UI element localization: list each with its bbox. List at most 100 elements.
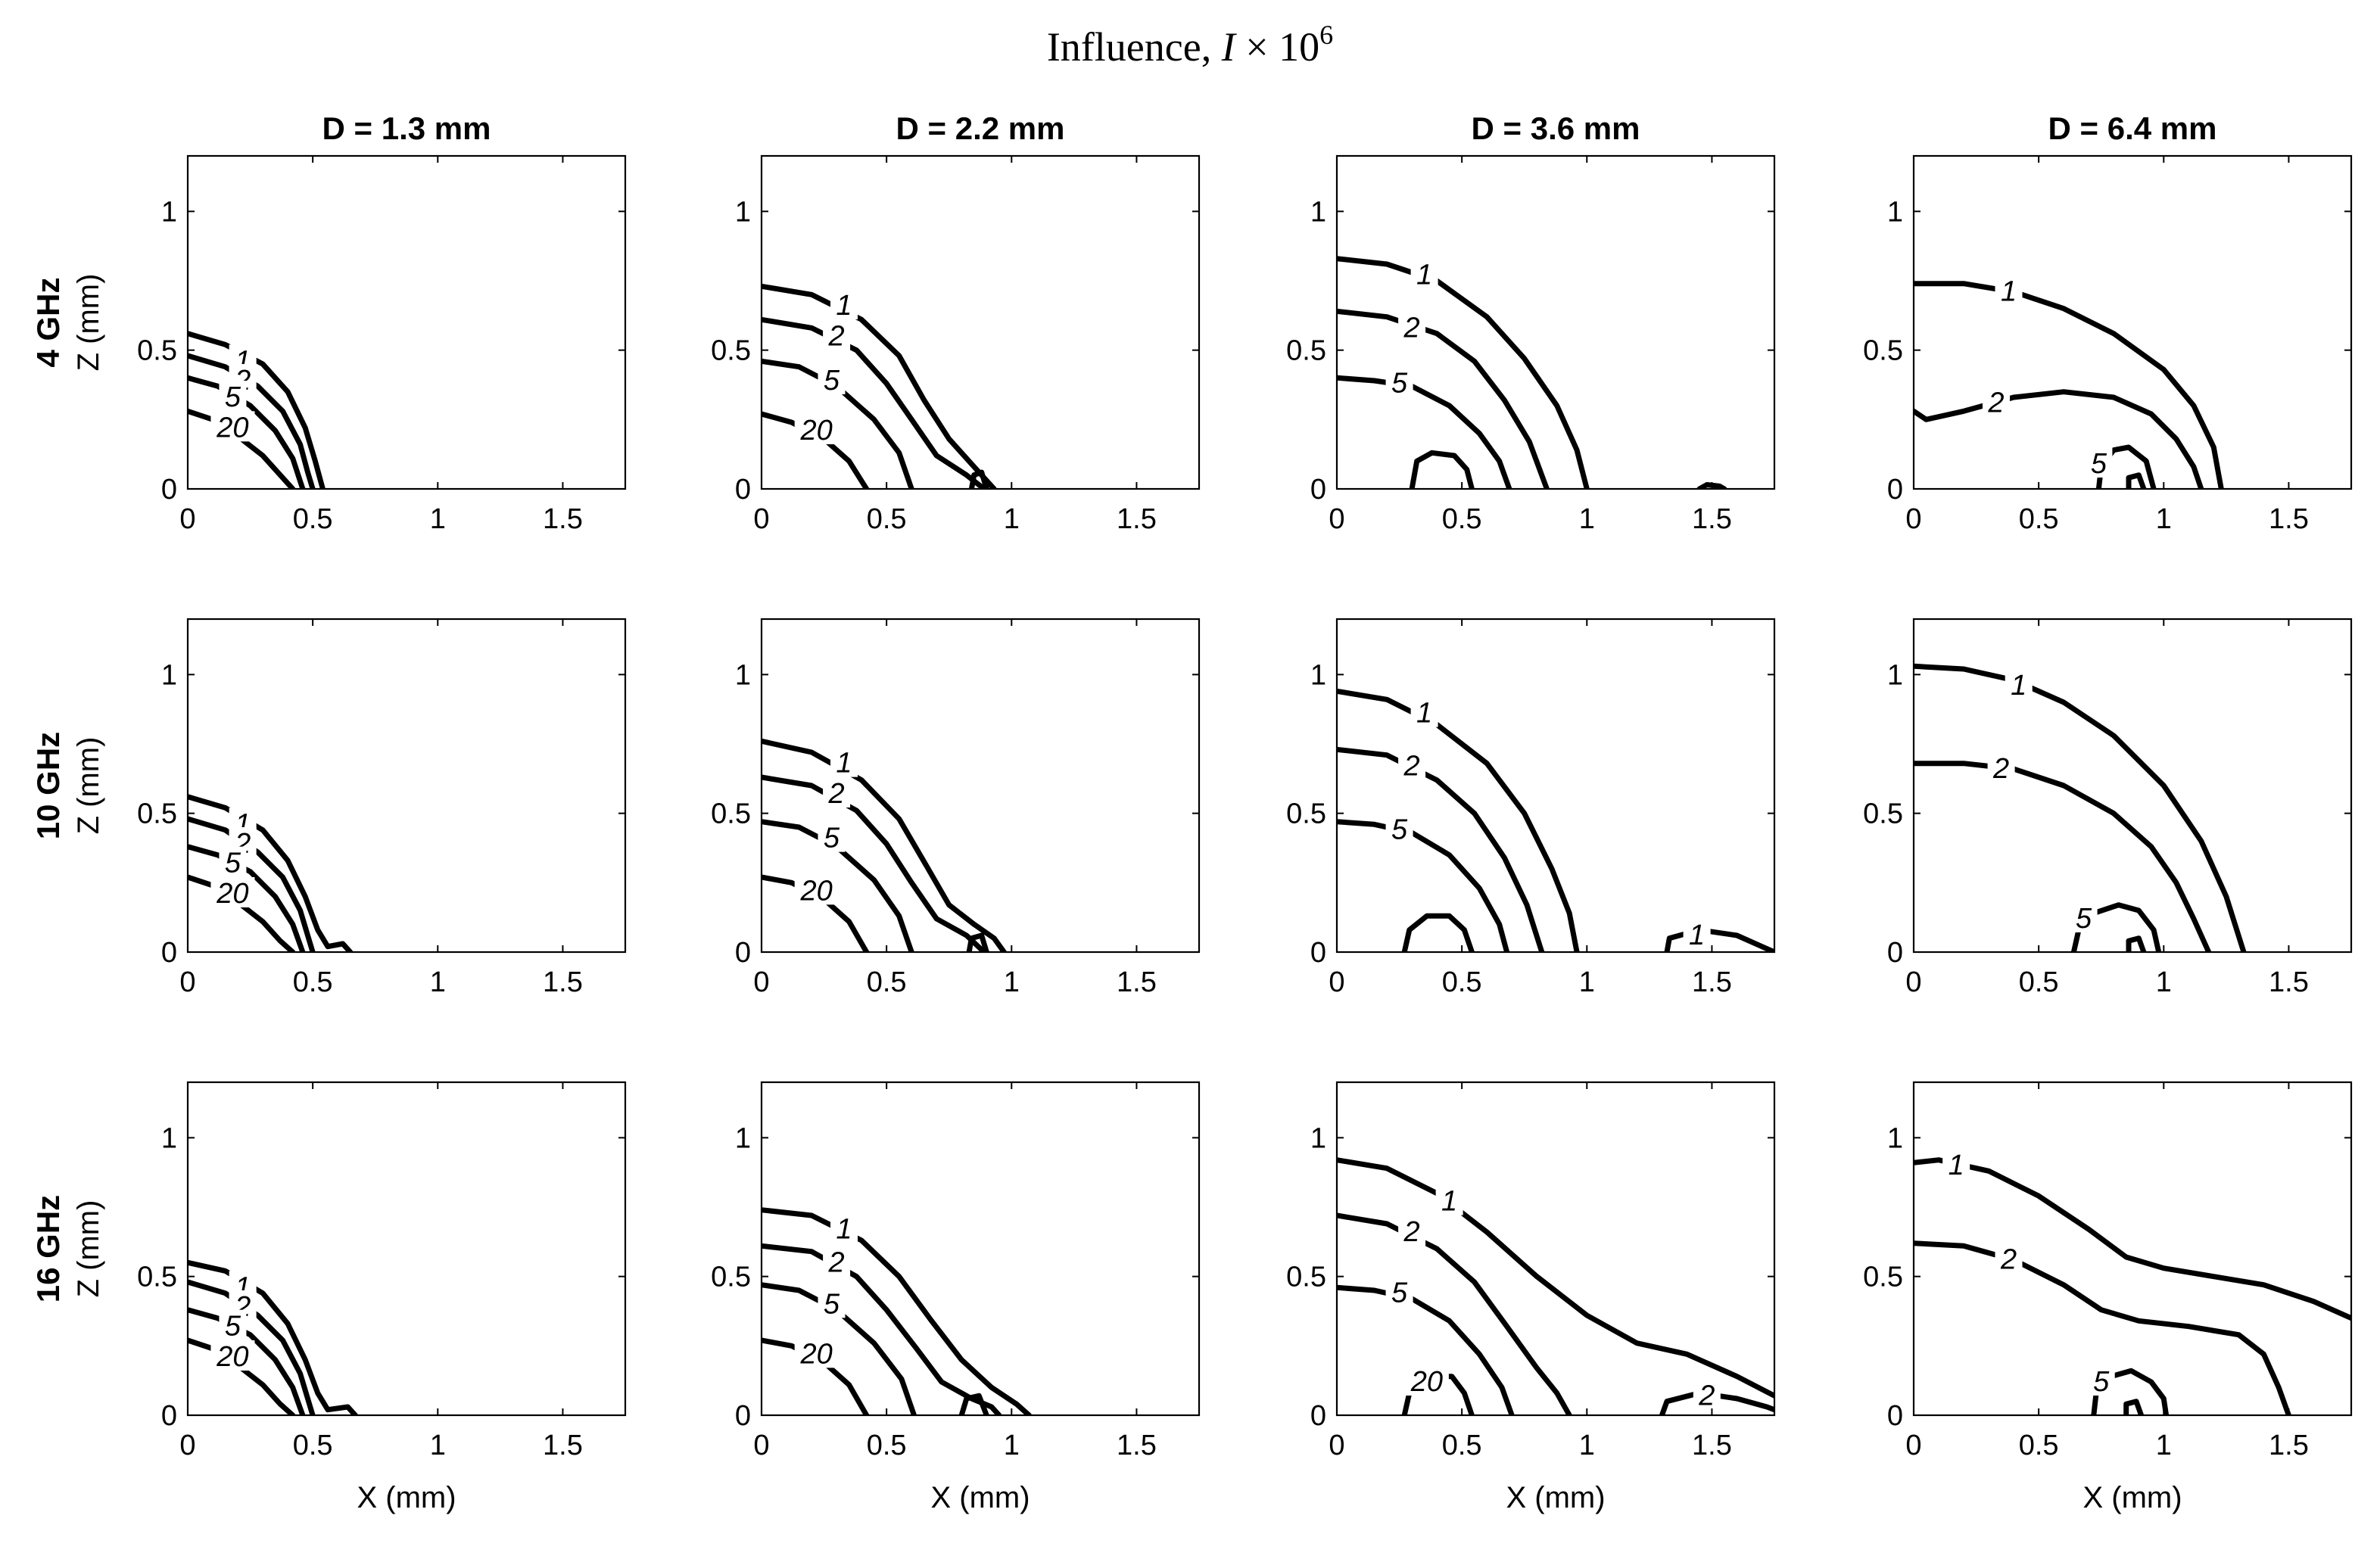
x-axis-label: X (mm) xyxy=(1506,1481,1605,1514)
x-tick-label: 1 xyxy=(2156,966,2172,998)
contour-panel: 1 2 5 0 0.5 1 1.5 0 0.5 1 xyxy=(1863,618,2353,998)
contour-line xyxy=(188,816,316,952)
contour-label: 1 xyxy=(836,748,852,780)
contour-label: 20 xyxy=(216,878,248,910)
figure-title-variable: I xyxy=(1221,24,1238,70)
contour-line xyxy=(2123,1399,2145,1415)
y-tick-label: 0 xyxy=(1887,937,1903,969)
contour-label: 1 xyxy=(1689,920,1705,951)
contour-label: 20 xyxy=(800,415,833,447)
contour-label: 5 xyxy=(1391,1277,1408,1309)
contour-line xyxy=(188,375,306,489)
contour-line xyxy=(188,844,306,952)
contour-label-bg xyxy=(1385,366,1413,397)
y-tick-label: 0.5 xyxy=(711,1262,751,1293)
y-tick-label: 1 xyxy=(161,196,177,228)
contour-label-bg xyxy=(794,874,839,905)
x-tick-label: 0 xyxy=(179,1430,195,1461)
x-axis-label: X (mm) xyxy=(357,1481,456,1514)
contour-line xyxy=(188,1337,296,1415)
x-tick-label: 0.5 xyxy=(867,503,907,535)
contour-panel: 1 2 5 0 0.5 1 1.5 0 0.5 1 xyxy=(1286,154,1776,535)
figure-title-prefix: Influence, xyxy=(1047,24,1222,70)
y-tick-label: 1 xyxy=(1887,196,1903,228)
contour-line xyxy=(1337,1284,1515,1415)
contour-label: 20 xyxy=(800,875,833,907)
contour-label-bg xyxy=(219,1309,247,1340)
y-tick-label: 1 xyxy=(161,1122,177,1154)
y-tick-label: 0.5 xyxy=(1863,335,1903,367)
contour-label-bg xyxy=(1435,1184,1463,1215)
axes-frame xyxy=(186,154,627,490)
y-tick-label: 0 xyxy=(1887,1400,1903,1432)
y-tick-label: 0.5 xyxy=(137,335,177,367)
x-tick-label: 1 xyxy=(430,1430,446,1461)
contour-line xyxy=(2126,935,2147,952)
axes-frame xyxy=(1912,154,2353,490)
contour-label-bg xyxy=(2005,669,2033,699)
contour-line xyxy=(762,1207,1032,1415)
x-tick-label: 1 xyxy=(2156,1430,2172,1461)
contour-line xyxy=(188,331,326,489)
contour-label: 5 xyxy=(1391,368,1408,400)
contour-label-bg xyxy=(1398,1215,1426,1246)
x-tick-label: 1.5 xyxy=(2269,1430,2309,1461)
contour-label: 2 xyxy=(828,778,845,810)
x-tick-label: 0 xyxy=(179,503,195,535)
x-tick-label: 0 xyxy=(753,1430,769,1461)
x-tick-label: 0.5 xyxy=(293,1430,333,1461)
x-axis-label: X (mm) xyxy=(2082,1481,2182,1514)
contour-label-bg xyxy=(823,777,851,808)
x-tick-label: 1 xyxy=(1004,503,1020,535)
contour-label: 5 xyxy=(824,1288,840,1320)
x-tick-label: 0 xyxy=(179,966,195,998)
x-tick-label: 0.5 xyxy=(1442,966,1482,998)
contour-line xyxy=(762,1243,1002,1415)
contour-line xyxy=(762,283,997,489)
y-tick-label: 0.5 xyxy=(1286,335,1326,367)
contour-label: 5 xyxy=(1391,814,1408,846)
contour-label: 20 xyxy=(216,1341,248,1373)
x-tick-label: 0 xyxy=(753,966,769,998)
contour-label-bg xyxy=(818,1287,846,1318)
y-tick-label: 1 xyxy=(1887,659,1903,691)
contour-line xyxy=(762,358,914,489)
x-tick-label: 1.5 xyxy=(543,503,583,535)
figure-title-exponent: 6 xyxy=(1319,20,1333,50)
contour-label: 5 xyxy=(2093,1366,2110,1398)
column-title: D = 6.4 mm xyxy=(2048,110,2217,146)
y-tick-label: 0.5 xyxy=(711,798,751,830)
contour-lines: 1 2 5 xyxy=(1914,663,2247,952)
x-tick-label: 0 xyxy=(1905,1430,1921,1461)
y-tick-label: 0 xyxy=(1310,474,1326,506)
y-tick-label: 0 xyxy=(161,474,177,506)
contour-lines: 1 2 5 1 xyxy=(1337,688,1774,952)
axes-frame xyxy=(1335,154,1776,490)
y-tick-label: 0.5 xyxy=(137,798,177,830)
figure-title-times: × 10 xyxy=(1235,24,1319,70)
contour-label-bg xyxy=(1410,696,1438,727)
contour-label-bg xyxy=(794,414,839,444)
contour-label: 2 xyxy=(1403,750,1420,782)
contour-line xyxy=(966,932,989,952)
contour-label-bg xyxy=(818,364,846,394)
x-tick-label: 0.5 xyxy=(1442,1430,1482,1461)
contour-line xyxy=(188,353,316,489)
contour-label-bg xyxy=(1404,1365,1449,1396)
x-tick-label: 1 xyxy=(1004,1430,1020,1461)
row-title: 4 GHz xyxy=(30,277,66,367)
x-tick-label: 1.5 xyxy=(1117,503,1157,535)
axes-frame xyxy=(186,1081,627,1417)
contour-label: 1 xyxy=(836,290,852,322)
axes-frame xyxy=(1335,1081,1776,1417)
contour-label-bg xyxy=(1987,752,2015,783)
x-tick-label: 1.5 xyxy=(1117,966,1157,998)
contour-line xyxy=(762,819,914,952)
y-tick-label: 0 xyxy=(161,1400,177,1432)
contour-label-bg xyxy=(830,746,858,777)
contour-label-bg xyxy=(1995,1243,2023,1274)
